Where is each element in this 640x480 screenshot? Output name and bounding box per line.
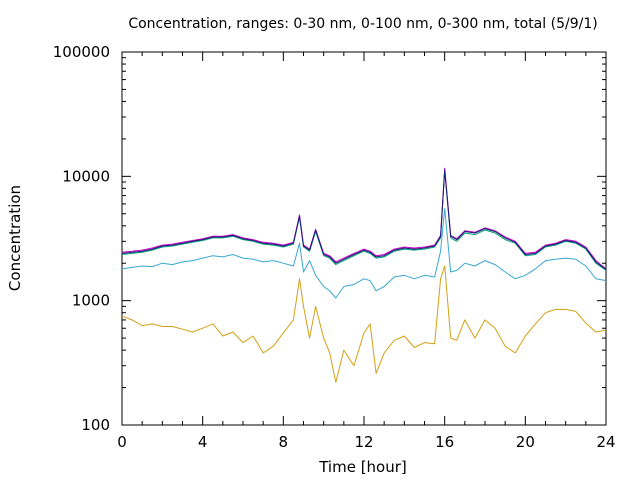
series-line-1: [121, 265, 607, 383]
series-line-5: [121, 169, 607, 270]
x-tick-label: 20: [516, 433, 535, 451]
chart-title: Concentration, ranges: 0-30 nm, 0-100 nm…: [128, 16, 597, 32]
x-axis-label: Time [hour]: [318, 458, 407, 476]
y-tick-label: 100000: [53, 43, 110, 61]
series-line-3: [121, 170, 607, 271]
y-tick-label: 10000: [62, 167, 110, 185]
series-lines: [121, 167, 607, 383]
y-tick-label: 1000: [72, 292, 110, 310]
series-line-2: [121, 208, 607, 299]
x-tick-label: 0: [117, 433, 127, 451]
x-tick-label: 16: [435, 433, 454, 451]
x-tick-label: 24: [596, 433, 615, 451]
x-axis: 0 4 8 12 16 20 24: [117, 52, 616, 451]
x-tick-label: 8: [279, 433, 289, 451]
series-line-4: [121, 167, 607, 270]
x-tick-label: 4: [198, 433, 208, 451]
y-tick-label: 100: [81, 416, 110, 434]
y-axis: 100 1000 10000 100000: [53, 43, 606, 434]
plot-frame: [121, 51, 607, 426]
y-axis-label: Concentration: [6, 185, 24, 291]
x-tick-label: 12: [354, 433, 373, 451]
